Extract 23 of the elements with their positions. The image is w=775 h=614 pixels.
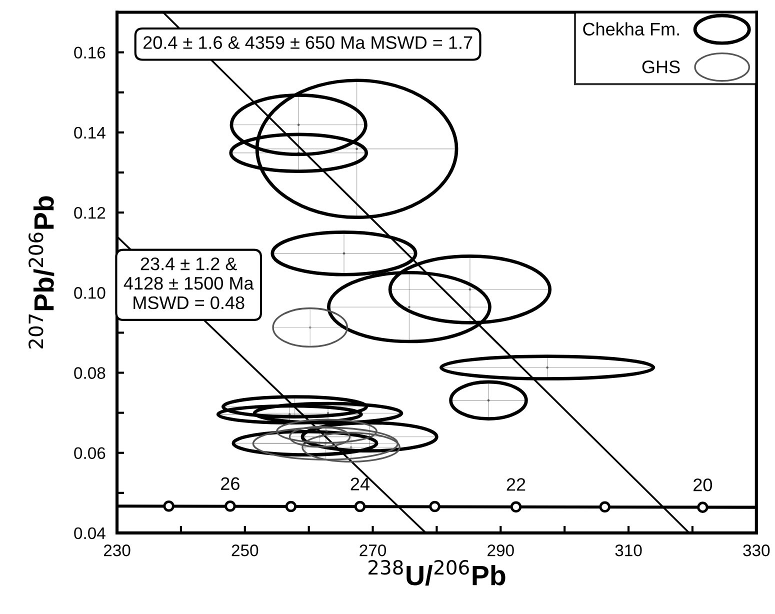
y-tick-label: 0.04 — [74, 527, 106, 540]
x-tick-label: 330 — [743, 544, 770, 556]
annotation: 24 — [350, 478, 370, 490]
y-axis-title: $^{207}$Pb/$^{206}$Pb — [28, 196, 54, 348]
x-tick-label: 270 — [360, 544, 386, 556]
annotation: 26 — [221, 477, 240, 490]
annotation: 20.4 ± 1.6 & 4359 ± 650 Ma MSWD = 1.7 — [144, 36, 472, 49]
y-tick-label: 0.12 — [74, 206, 106, 219]
x-tick-label: 310 — [615, 544, 642, 556]
x-tick-label: 250 — [232, 544, 258, 556]
x-tick-label: 230 — [104, 544, 130, 556]
legend-label: Chekha Fm. — [583, 22, 679, 36]
x-tick-label: 290 — [488, 544, 514, 556]
annotation: 20 — [694, 478, 712, 492]
y-tick-label: 0.06 — [74, 447, 106, 460]
y-tick-label: 0.08 — [74, 367, 106, 379]
legend-label: GHS — [642, 60, 680, 74]
annotation: 23.4 ± 1.2 & 4128 ± 1500 Ma MSWD = 0.48 — [124, 257, 254, 310]
annotation: 22 — [506, 478, 526, 491]
y-tick-label: 0.14 — [74, 126, 106, 139]
y-tick-label: 0.10 — [74, 287, 106, 299]
x-axis-title: $^{238}$U/$^{206}$Pb — [368, 560, 506, 586]
y-tick-label: 0.16 — [74, 46, 106, 59]
